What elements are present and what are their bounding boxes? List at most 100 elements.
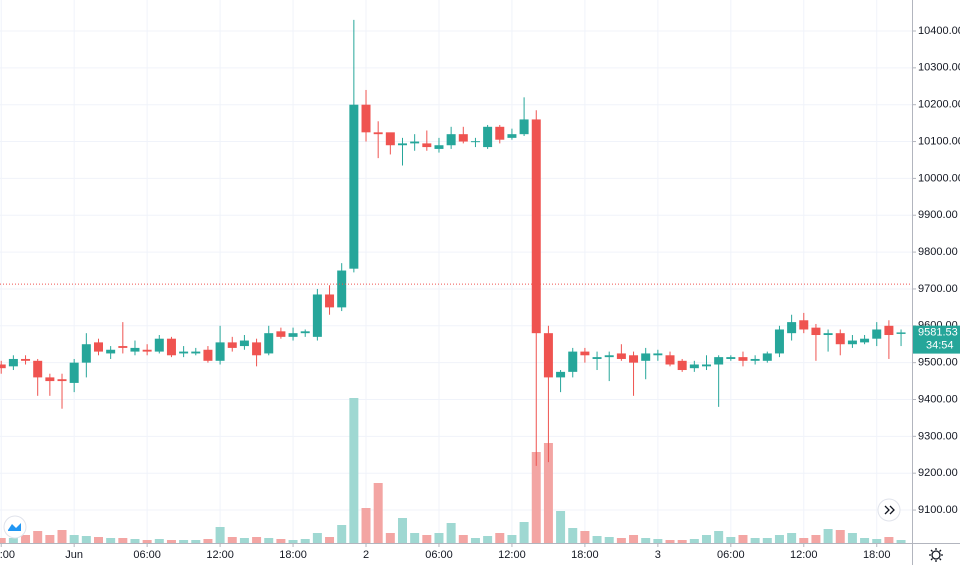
candle-body bbox=[349, 104, 359, 269]
candle-body bbox=[264, 333, 274, 354]
volume-bar bbox=[616, 538, 626, 543]
candle-body bbox=[750, 358, 760, 361]
candle-body bbox=[446, 134, 456, 146]
candle-body bbox=[373, 132, 383, 135]
volume-bar bbox=[312, 533, 322, 543]
candle-body bbox=[93, 342, 103, 352]
volume-bar bbox=[799, 538, 809, 543]
volume-bar bbox=[215, 527, 225, 543]
volume-bar bbox=[750, 538, 760, 543]
candle-body bbox=[21, 358, 31, 361]
volume-bar bbox=[325, 537, 335, 543]
candle-body bbox=[543, 333, 553, 378]
volume-bar bbox=[495, 533, 505, 543]
candle-body bbox=[847, 340, 857, 345]
candle-body bbox=[203, 349, 213, 361]
candle-body bbox=[714, 357, 724, 365]
candle-body bbox=[738, 357, 748, 361]
candle-body bbox=[531, 119, 541, 334]
x-tick-label: 18:00 bbox=[279, 549, 307, 561]
volume-bar bbox=[118, 538, 128, 543]
volume-bar bbox=[665, 540, 675, 543]
candle-body bbox=[45, 377, 55, 382]
candle-body bbox=[166, 338, 176, 356]
candle-body bbox=[337, 270, 347, 308]
candle-body bbox=[227, 342, 237, 348]
volume-bar bbox=[8, 538, 18, 543]
last-price-box bbox=[913, 325, 960, 354]
volume-bar bbox=[106, 538, 116, 543]
candle-body bbox=[118, 346, 128, 348]
candle-body bbox=[276, 331, 286, 337]
candle-body bbox=[142, 349, 152, 352]
volume-bar bbox=[93, 537, 103, 543]
volume-bar bbox=[787, 533, 797, 543]
candle-body bbox=[665, 355, 675, 365]
volume-bar bbox=[483, 536, 493, 543]
last-price-label: 9581.53 bbox=[918, 327, 958, 339]
volume-bar bbox=[45, 535, 55, 543]
y-tick-label: 10100.00 bbox=[918, 135, 960, 147]
volume-bar bbox=[519, 522, 529, 543]
logo-shape bbox=[8, 523, 21, 531]
grid bbox=[0, 0, 912, 543]
volume-bar bbox=[422, 535, 432, 543]
x-tick-label: 3 bbox=[655, 549, 661, 561]
x-tick-label: 2 bbox=[363, 549, 369, 561]
candle-body bbox=[57, 379, 67, 382]
candle-body bbox=[884, 325, 894, 336]
y-tick-label: 9200.00 bbox=[918, 467, 958, 479]
x-tick-label: 12:00 bbox=[206, 549, 234, 561]
volume-layer bbox=[0, 398, 906, 543]
volume-bar bbox=[762, 538, 772, 543]
volume-bar bbox=[252, 537, 262, 543]
volume-bar bbox=[81, 536, 91, 543]
volume-bar bbox=[337, 525, 347, 543]
volume-bar bbox=[531, 452, 541, 543]
volume-bar bbox=[556, 511, 566, 543]
candle-body bbox=[0, 364, 6, 369]
candle-body bbox=[325, 294, 335, 308]
candle-body bbox=[604, 355, 614, 358]
candle-body bbox=[69, 362, 79, 383]
candle-body bbox=[179, 351, 189, 354]
gear-ring bbox=[931, 550, 941, 560]
volume-bar bbox=[166, 540, 176, 543]
scroll-to-latest-button[interactable] bbox=[877, 498, 901, 522]
volume-bar bbox=[264, 538, 274, 543]
candle-body bbox=[519, 119, 529, 135]
logo[interactable] bbox=[3, 515, 27, 539]
volume-bar bbox=[847, 533, 857, 543]
candle-body bbox=[580, 351, 590, 356]
candle-body bbox=[106, 349, 116, 354]
candle-body bbox=[799, 320, 809, 330]
x-tick-label: 18:00 bbox=[863, 549, 891, 561]
volume-bar bbox=[349, 398, 359, 543]
volume-bar bbox=[811, 535, 821, 543]
y-tick-label: 10300.00 bbox=[918, 62, 960, 74]
volume-bar bbox=[872, 539, 882, 543]
volume-bar bbox=[458, 535, 468, 543]
volume-bar bbox=[714, 531, 724, 543]
y-tick-label: 10200.00 bbox=[918, 99, 960, 111]
candle-body bbox=[823, 333, 833, 336]
settings-button[interactable] bbox=[929, 548, 943, 562]
candle-body bbox=[896, 332, 906, 334]
candle-body bbox=[288, 333, 298, 337]
y-tick-label: 9900.00 bbox=[918, 209, 958, 221]
volume-bar bbox=[677, 540, 687, 543]
gear-teeth bbox=[929, 548, 943, 562]
candle-body bbox=[154, 338, 164, 352]
candle-body bbox=[385, 132, 395, 146]
candle-body bbox=[641, 353, 651, 361]
candle-body bbox=[422, 143, 432, 148]
candle-body bbox=[556, 371, 566, 378]
volume-bar bbox=[604, 537, 614, 543]
candle-body bbox=[629, 355, 639, 363]
volume-bar bbox=[300, 539, 310, 543]
volume-bar bbox=[884, 537, 894, 543]
x-tick-label: 12:00 bbox=[790, 549, 818, 561]
candle-body bbox=[361, 104, 371, 133]
